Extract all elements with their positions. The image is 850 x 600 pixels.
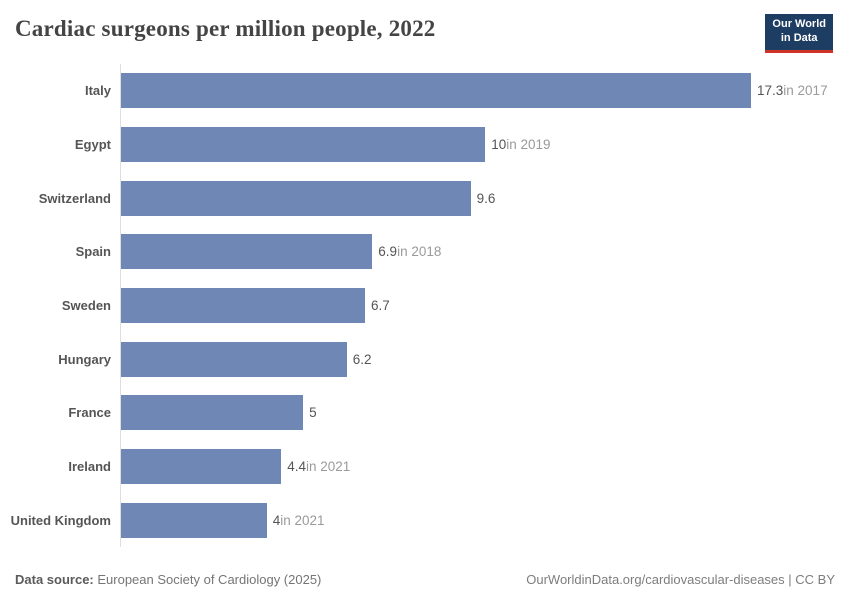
bar-chart-rows: Italy 17.3in 2017 Egypt 10in 2019 Switze… xyxy=(0,64,850,548)
value-year-note: in 2017 xyxy=(783,83,828,99)
chart-header: Cardiac surgeons per million people, 202… xyxy=(0,0,850,53)
chart-row: Spain 6.9in 2018 xyxy=(0,225,850,279)
value-year-note: in 2021 xyxy=(280,512,325,528)
bar-area: 4in 2021 xyxy=(120,493,850,548)
value-label: 17.3in 2017 xyxy=(757,83,828,98)
value-label: 4.4in 2021 xyxy=(287,459,350,474)
chart-row: Sweden 6.7 xyxy=(0,278,850,333)
category-label: United Kingdom xyxy=(10,512,111,528)
owid-logo-line1: Our World xyxy=(772,18,826,30)
value-number: 4.4 xyxy=(287,459,306,475)
bar[interactable] xyxy=(121,449,282,485)
value-label: 5 xyxy=(309,405,317,420)
category-label: Ireland xyxy=(68,459,111,475)
bar-area: 9.6 xyxy=(120,171,850,226)
bar[interactable] xyxy=(121,127,486,163)
data-source-value: European Society of Cardiology (2025) xyxy=(93,572,322,587)
bar-area: 5 xyxy=(120,386,850,440)
bar-area: 6.7 xyxy=(120,278,850,333)
value-number: 5 xyxy=(309,405,317,421)
chart-row: Egypt 10in 2019 xyxy=(0,117,850,172)
page-title: Cardiac surgeons per million people, 202… xyxy=(15,16,436,41)
category-label: Sweden xyxy=(61,298,111,314)
value-year-note: in 2018 xyxy=(397,244,442,260)
bar-area: 10in 2019 xyxy=(120,117,850,172)
category-label: Switzerland xyxy=(38,190,111,206)
bar-area: 4.4in 2021 xyxy=(120,439,850,494)
chart-row: Switzerland 9.6 xyxy=(0,171,850,226)
value-number: 17.3 xyxy=(757,83,784,99)
value-number: 10 xyxy=(491,137,507,153)
category-label: Hungary xyxy=(58,351,111,367)
category-label: Spain xyxy=(75,244,111,260)
value-number: 6.7 xyxy=(371,298,390,314)
value-label: 6.9in 2018 xyxy=(378,244,441,259)
value-label: 10in 2019 xyxy=(491,137,550,152)
chart-row: United Kingdom 4in 2021 xyxy=(0,493,850,548)
bar[interactable] xyxy=(121,288,365,324)
owid-logo[interactable]: Our World in Data xyxy=(765,14,833,53)
chart-footer: Data source: European Society of Cardiol… xyxy=(15,572,835,587)
bar-area: 17.3in 2017 xyxy=(120,64,850,118)
owid-logo-line2: in Data xyxy=(780,31,818,44)
value-number: 6.9 xyxy=(378,244,398,260)
bar[interactable] xyxy=(121,234,373,270)
bar[interactable] xyxy=(121,502,267,538)
bar[interactable] xyxy=(121,341,347,377)
bar-area: 6.9in 2018 xyxy=(120,225,850,279)
bar[interactable] xyxy=(121,395,304,431)
bar[interactable] xyxy=(121,180,471,216)
category-label: Italy xyxy=(84,83,111,99)
value-year-note: in 2019 xyxy=(506,137,551,153)
data-source-label: Data source: xyxy=(15,572,94,587)
chart-row: Hungary 6.2 xyxy=(0,332,850,387)
value-label: 6.7 xyxy=(371,298,390,313)
category-label: Egypt xyxy=(74,137,111,153)
value-number: 6.2 xyxy=(352,351,372,367)
category-label: France xyxy=(68,405,111,421)
bar-area: 6.2 xyxy=(120,332,850,387)
bar[interactable] xyxy=(121,73,751,109)
chart-row: France 5 xyxy=(0,386,850,440)
chart-row: Ireland 4.4in 2021 xyxy=(0,439,850,494)
value-label: 4in 2021 xyxy=(273,513,325,528)
value-number: 9.6 xyxy=(476,190,496,206)
value-label: 9.6 xyxy=(477,191,496,206)
value-number: 4 xyxy=(272,512,281,528)
value-year-note: in 2021 xyxy=(305,459,351,475)
data-source: Data source: European Society of Cardiol… xyxy=(15,572,321,587)
bar-chart: Italy 17.3in 2017 Egypt 10in 2019 Switze… xyxy=(0,64,850,548)
attribution-link[interactable]: OurWorldinData.org/cardiovascular-diseas… xyxy=(526,572,835,587)
chart-row: Italy 17.3in 2017 xyxy=(0,64,850,118)
value-label: 6.2 xyxy=(353,352,372,367)
